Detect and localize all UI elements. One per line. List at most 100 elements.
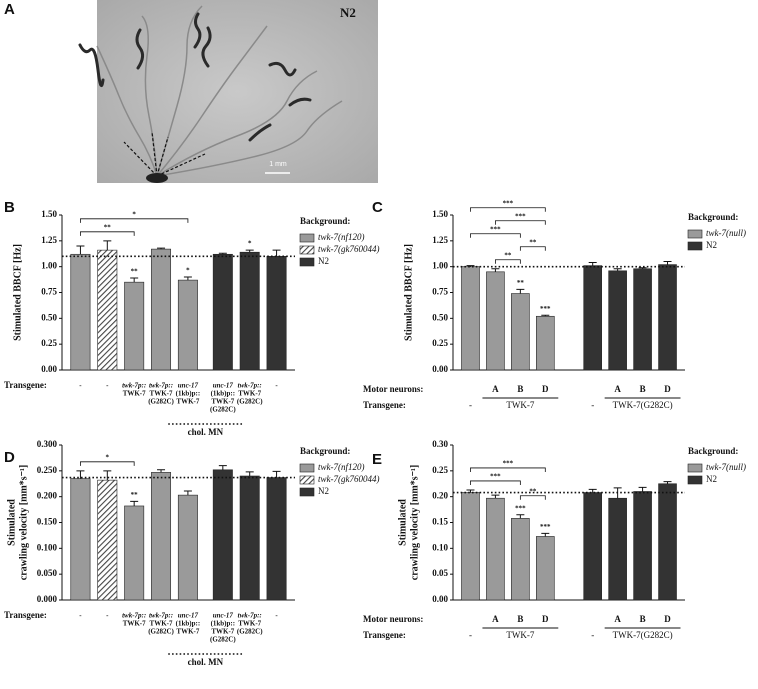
significance: *** [515,504,526,512]
legend-label: N2 [706,240,717,250]
worms [78,12,312,142]
group-label: - [591,630,594,640]
legend-label: twk-7(gk760044) [318,244,379,254]
bar [70,253,91,371]
legend-swatch [299,257,315,267]
bar [461,492,480,601]
panel-letter: A [4,1,15,18]
start-spot [146,173,168,183]
x-tick-label: twk-7p:: [122,382,146,390]
bar [212,253,233,371]
group-label: - [469,630,472,640]
legend-swatch [687,463,703,473]
y-tick-label: 0.25 [432,338,448,348]
photo [97,0,378,183]
y-tick-label: 1.25 [432,235,448,245]
error-bar [466,489,475,493]
x-tick-label: unc-17 [178,612,199,620]
x-tick-label: - [275,382,278,390]
y-axis-label: crawling velocity [mm*s⁻¹] [409,465,420,580]
y-tick-label: 0.75 [432,287,448,297]
panel-letter: C [372,199,383,216]
x-tick-label: (1kb)p:: [176,390,201,398]
error-bar [130,277,139,283]
bracket-label: *** [515,212,526,220]
x-tick-label: twk-7p:: [149,612,173,620]
x-tick-label: twk-7p:: [122,612,146,620]
significance: ** [131,268,139,276]
error-bar [245,249,254,253]
legend-label: twk-7(nf120) [318,462,365,472]
bar [177,279,198,371]
bar [608,270,627,371]
x-tick-label: (1kb)p:: [176,620,201,628]
y-tick-label: 1.50 [41,209,57,219]
x-tick-label: unc-17 [213,382,234,390]
group-title: Transgene: [363,400,406,410]
error-bar [272,249,281,257]
legend-swatch [687,229,703,239]
bracket [470,480,521,485]
x-tick-label: (1kb)p:: [211,620,236,628]
x-tick-label: - [275,612,278,620]
y-tick-label: 0.150 [37,517,58,527]
x-tick-label: TWK-7 [150,390,173,398]
x-tick-label: TWK-7 [238,620,261,628]
error-bar [157,247,166,250]
bar [266,477,287,601]
error-bar [103,240,112,251]
bracket-label: ** [504,251,512,259]
group-label: chol. MN [188,657,224,667]
y-tick-label: 0.300 [37,439,58,449]
legend-swatch [299,233,315,243]
error-bar [245,471,254,476]
group-label: chol. MN [188,427,224,437]
x-tick-label: twk-7p:: [238,612,262,620]
y-tick-label: 0.000 [37,594,58,604]
x-tick-label: (G282C) [237,628,263,636]
x-tick-label: twk-7p:: [149,382,173,390]
bar [124,505,145,601]
x-tick-label: B [517,614,523,624]
legend-title: Background: [300,216,350,226]
group-label: TWK-7(G282C) [613,400,673,410]
legend-label: N2 [318,256,329,266]
y-tick-label: 1.25 [41,235,57,245]
error-bar [491,494,500,499]
x-tick-label: (G282C) [148,398,174,406]
bar [633,491,652,601]
y-tick-label: 0.00 [432,364,448,374]
y-axis-label: Stimulated BBCF [Hz] [12,244,23,341]
legend-label: twk-7(gk760044) [318,474,379,484]
legend-label: twk-7(nf120) [318,232,365,242]
error-bar [103,470,112,481]
bar [511,518,530,601]
legend-title: Background: [688,446,738,456]
x-tick-label: TWK-7 [123,620,146,628]
legend-swatch [299,463,315,473]
x-tick-label: unc-17 [213,612,234,620]
error-bar [491,268,500,272]
bracket [470,467,546,472]
x-tick-label: (G282C) [237,398,263,406]
significance: ** [517,279,525,287]
error-bar [130,500,139,506]
error-bar [183,276,192,281]
error-bar [588,262,597,266]
group-label: TWK-7(G282C) [613,630,673,640]
error-bar [541,532,550,537]
error-bar [76,245,85,255]
photo-panel: A N2 1 mm [4,0,378,183]
bar [536,536,555,601]
y-tick-label: 0.00 [432,594,448,604]
panel-letter: D [4,449,15,466]
y-tick-label: 1.50 [432,209,448,219]
group-title: Transgene: [363,630,406,640]
y-tick-label: 0.100 [37,542,58,552]
y-tick-label: 0.50 [41,312,57,322]
error-bar [613,268,622,271]
significance: *** [540,523,551,531]
bracket-label: * [132,210,136,218]
legend-swatch [299,245,315,255]
error-bar [516,514,525,519]
